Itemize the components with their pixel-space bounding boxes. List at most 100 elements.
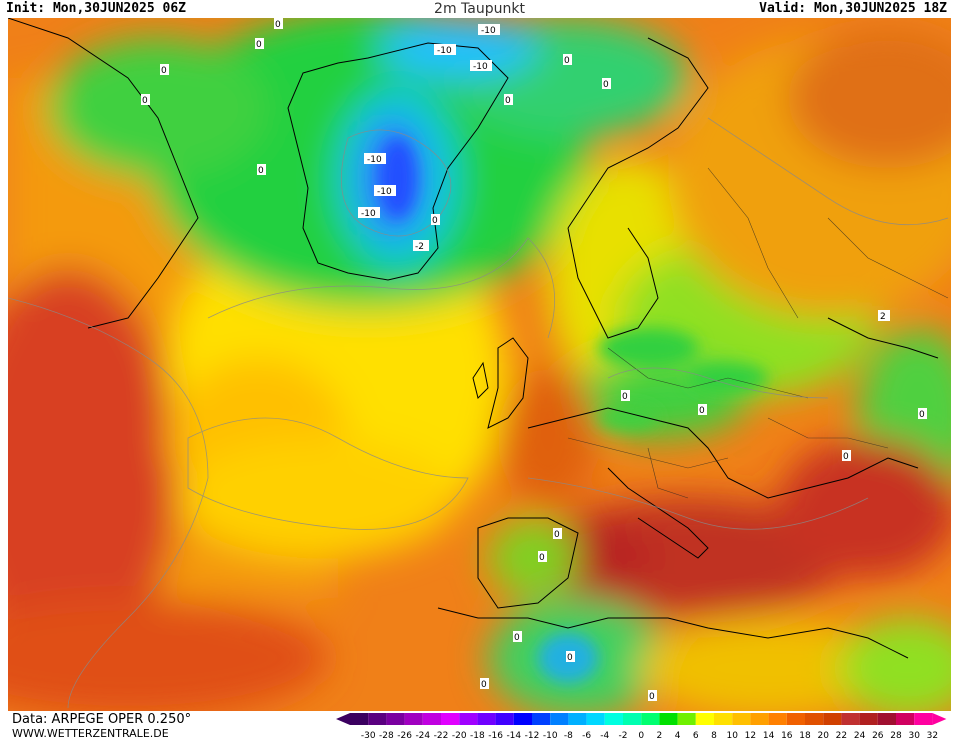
legend-arrow-right [932, 713, 947, 725]
svg-text:-10: -10 [367, 155, 382, 165]
label-0-r: 0 [648, 690, 657, 702]
legend-swatch [914, 713, 933, 725]
label-m10-1: -10 [364, 153, 386, 165]
label-m10-5: -10 [470, 60, 492, 72]
label-0-a: 0 [141, 94, 150, 106]
legend-swatch [823, 713, 842, 725]
country-borders [567, 167, 949, 499]
label-0-m: 0 [918, 408, 927, 420]
contour-lines [8, 117, 949, 709]
legend-tick-label: -18 [470, 731, 485, 741]
legend-swatch [841, 713, 860, 725]
label-m10-6: -10 [434, 44, 456, 56]
label-0-p: 0 [513, 631, 522, 643]
label-0-l: 0 [842, 450, 851, 462]
label-0-f: 0 [431, 214, 440, 226]
svg-text:-10: -10 [437, 46, 452, 56]
label-0-g: 0 [504, 94, 513, 106]
legend-swatch [386, 713, 405, 725]
svg-text:0: 0 [564, 56, 570, 66]
label-m10-2: -10 [374, 185, 396, 197]
legend-tick-label: -24 [415, 731, 430, 741]
legend-swatch [695, 713, 714, 725]
legend-swatch [368, 713, 387, 725]
legend-tick-label: 24 [854, 731, 866, 741]
legend-swatch [732, 713, 751, 725]
svg-text:-10: -10 [481, 26, 496, 36]
header-bar: Init: Mon,30JUN2025 06Z 2m Taupunkt Vali… [0, 0, 959, 18]
label-m10-3: -10 [358, 207, 380, 219]
label-0-s: 0 [480, 678, 489, 690]
legend-swatch [877, 713, 896, 725]
svg-text:0: 0 [505, 96, 511, 106]
legend-swatch [550, 713, 569, 725]
svg-text:0: 0 [567, 653, 573, 663]
svg-text:0: 0 [622, 392, 628, 402]
legend-swatch [714, 713, 733, 725]
legend-swatch [641, 713, 660, 725]
legend-tick-label: 28 [890, 731, 902, 741]
svg-text:0: 0 [539, 553, 545, 563]
legend-swatch [896, 713, 915, 725]
legend-swatch [659, 713, 678, 725]
legend-tick-label: -8 [564, 731, 573, 741]
legend-tick-label: 14 [763, 731, 775, 741]
legend-swatch [459, 713, 478, 725]
legend-swatch [532, 713, 551, 725]
svg-text:-10: -10 [473, 62, 488, 72]
label-2: 2 [878, 310, 890, 322]
legend-swatch [604, 713, 623, 725]
svg-text:0: 0 [649, 692, 655, 702]
legend-tick-label: -22 [434, 731, 449, 741]
svg-text:0: 0 [514, 633, 520, 643]
legend-swatch [750, 713, 769, 725]
dewpoint-map: -10 -10 -10 -10 -10 -10 -2 2 0 0 0 0 0 0… [8, 18, 951, 711]
legend-swatch [441, 713, 460, 725]
legend-swatch [404, 713, 423, 725]
svg-text:0: 0 [603, 80, 609, 90]
legend-tick-label: 16 [781, 731, 793, 741]
svg-text:2: 2 [880, 312, 886, 322]
legend-swatch [568, 713, 587, 725]
legend-tick-label: -30 [361, 731, 376, 741]
svg-text:0: 0 [699, 406, 705, 416]
legend-tick-label: -16 [488, 731, 503, 741]
svg-text:0: 0 [258, 166, 264, 176]
svg-text:0: 0 [843, 452, 849, 462]
svg-text:-10: -10 [361, 209, 376, 219]
label-0-j: 0 [621, 390, 630, 402]
legend-tick-label: 8 [711, 731, 717, 741]
legend-swatch [495, 713, 514, 725]
legend-tick-label: 30 [908, 731, 920, 741]
website-link: WWW.WETTERZENTRALE.DE [12, 727, 169, 740]
label-0-o: 0 [538, 551, 547, 563]
legend-ticks: -30 -28 -26 -24 -22 -20 -18 -16 -14 -12 -10 -8 -6 -4-… [361, 731, 938, 741]
legend-tick-label: -2 [619, 731, 628, 741]
svg-text:0: 0 [432, 216, 438, 226]
dewpoint-detail [380, 138, 768, 683]
svg-text:0: 0 [142, 96, 148, 106]
legend-swatch [586, 713, 605, 725]
legend-tick-label: -4 [600, 731, 609, 741]
legend-tick-label: 20 [817, 731, 829, 741]
legend-tick-label: -28 [379, 731, 394, 741]
label-0-k: 0 [698, 404, 707, 416]
legend-tick-label: 6 [693, 731, 699, 741]
legend-tick-label: 0 [638, 731, 644, 741]
svg-text:0: 0 [161, 66, 167, 76]
legend-arrow-left [336, 713, 350, 725]
legend-tick-label: 26 [872, 731, 884, 741]
label-m2: -2 [413, 240, 429, 252]
svg-text:0: 0 [919, 410, 925, 420]
svg-text:-2: -2 [415, 242, 424, 252]
legend-tick-label: -12 [525, 731, 540, 741]
label-0-b: 0 [160, 64, 169, 76]
legend-tick-label: 10 [726, 731, 738, 741]
map-title: 2m Taupunkt [434, 1, 525, 17]
svg-text:0: 0 [275, 20, 281, 30]
label-0-c: 0 [255, 38, 264, 50]
legend-swatch [786, 713, 805, 725]
legend-tick-label: -14 [506, 731, 521, 741]
legend-tick-label: -6 [582, 731, 591, 741]
label-m10-4: -10 [478, 24, 500, 36]
